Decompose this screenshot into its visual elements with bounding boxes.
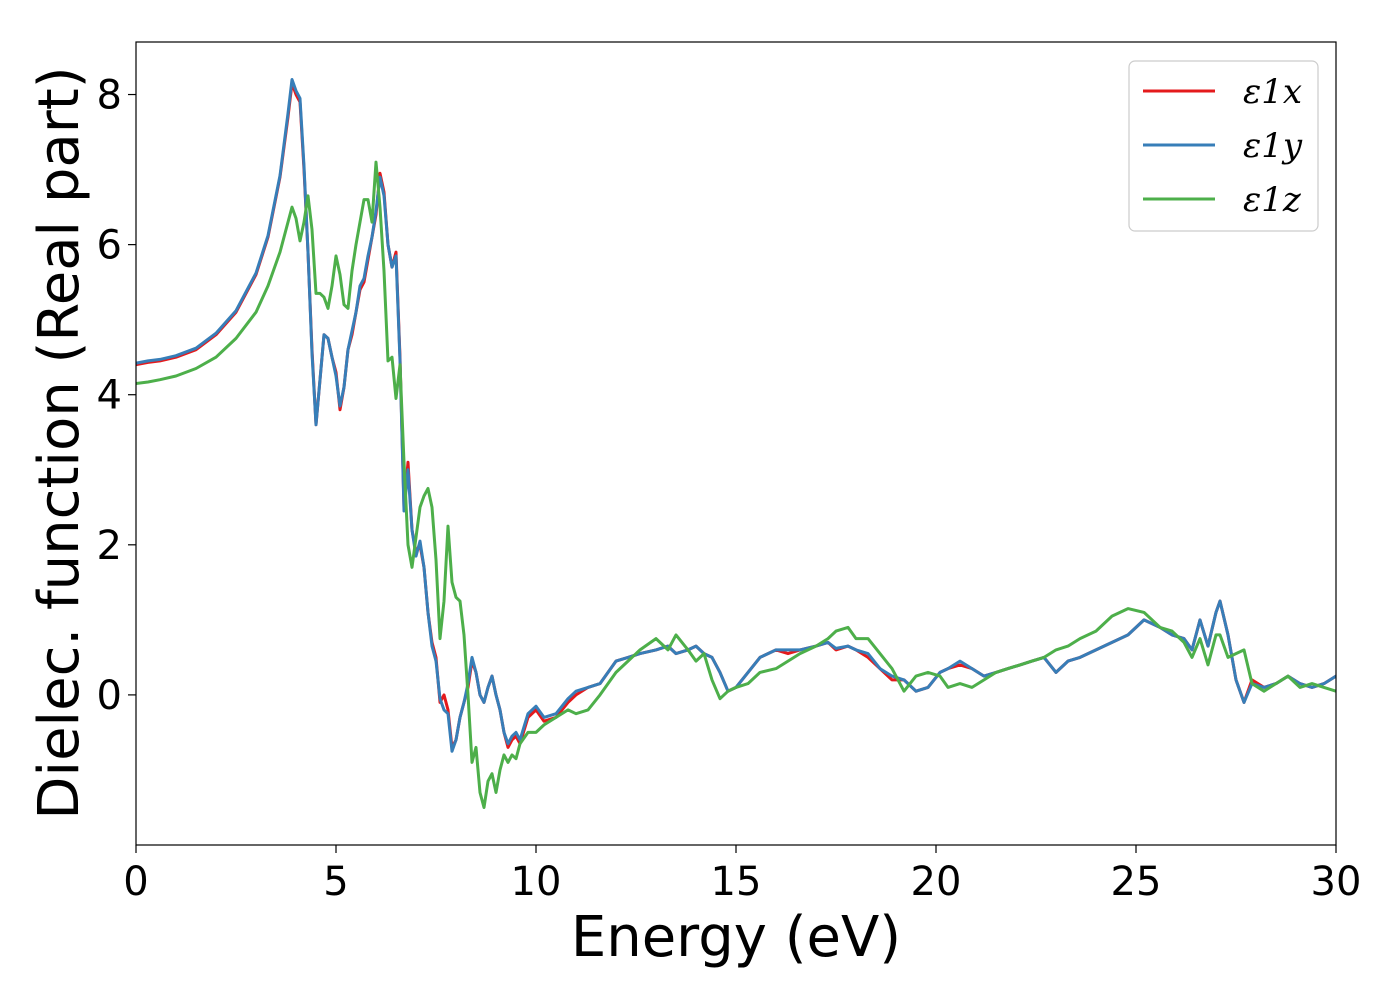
legend-label-0: ε1x <box>1243 72 1302 112</box>
legend: ε1x ε1y ε1z <box>1128 60 1319 232</box>
x-tick-label-1: 5 <box>323 859 348 905</box>
y-tick-label-1: 2 <box>97 523 122 569</box>
x-tick-label-4: 20 <box>911 859 962 905</box>
y-tick-label-3: 6 <box>97 223 122 269</box>
y-tick-label-2: 4 <box>97 373 122 419</box>
x-axis: 0 5 10 15 20 25 30 <box>123 845 1361 905</box>
x-tick-label-3: 15 <box>711 859 762 905</box>
x-tick-label-0: 0 <box>123 859 148 905</box>
x-tick-label-5: 25 <box>1111 859 1162 905</box>
x-axis-title: Energy (eV) <box>571 905 901 970</box>
series-line-1 <box>136 78 1336 753</box>
y-axis-title: Dielec. function (Real part) <box>27 66 92 819</box>
legend-label-1: ε1y <box>1243 126 1303 166</box>
series-layer <box>136 78 1336 809</box>
legend-label-2: ε1z <box>1243 180 1302 220</box>
x-tick-label-6: 30 <box>1311 859 1362 905</box>
y-tick-label-0: 0 <box>97 673 122 719</box>
legend-box <box>1128 60 1319 232</box>
series-line-2 <box>136 160 1336 809</box>
y-tick-label-4: 8 <box>97 73 122 119</box>
x-tick-label-2: 10 <box>511 859 562 905</box>
y-axis: 0 2 4 6 8 <box>97 73 136 719</box>
